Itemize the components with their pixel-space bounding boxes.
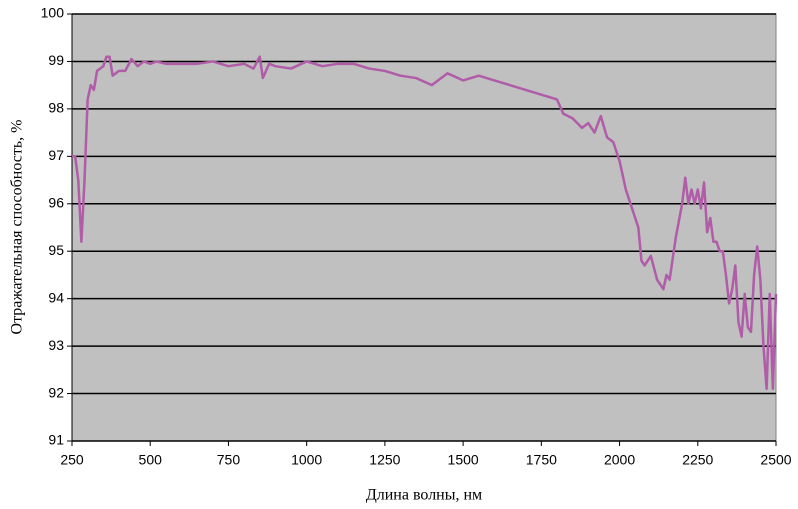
plot-area: [71, 13, 777, 442]
x-tick-label: 2250: [682, 452, 713, 468]
y-tick-label: 93: [48, 337, 64, 353]
x-tick-label: 2500: [760, 452, 791, 468]
x-tick-label: 2000: [604, 452, 635, 468]
y-tick-label: 98: [48, 100, 64, 116]
y-tick-label: 100: [41, 5, 65, 21]
x-tick-label: 1250: [369, 452, 400, 468]
y-tick-label: 96: [48, 194, 64, 210]
x-tick-label: 750: [217, 452, 241, 468]
x-tick-label: 250: [60, 452, 84, 468]
y-tick-label: 91: [48, 432, 64, 448]
data-line: [72, 55, 778, 391]
x-tick-label: 1000: [291, 452, 322, 468]
y-tick-label: 95: [48, 242, 64, 258]
y-tick-label: 97: [48, 147, 64, 163]
y-tick-label: 92: [48, 384, 64, 400]
y-tick-label: 99: [48, 52, 64, 68]
x-tick-label: 1750: [526, 452, 557, 468]
x-axis-title: Длина волны, нм: [366, 487, 482, 504]
y-axis-title: Отражательная способность, %: [9, 120, 26, 335]
y-tick-label: 94: [48, 289, 64, 305]
x-tick-label: 500: [139, 452, 163, 468]
x-tick-label: 1500: [448, 452, 479, 468]
